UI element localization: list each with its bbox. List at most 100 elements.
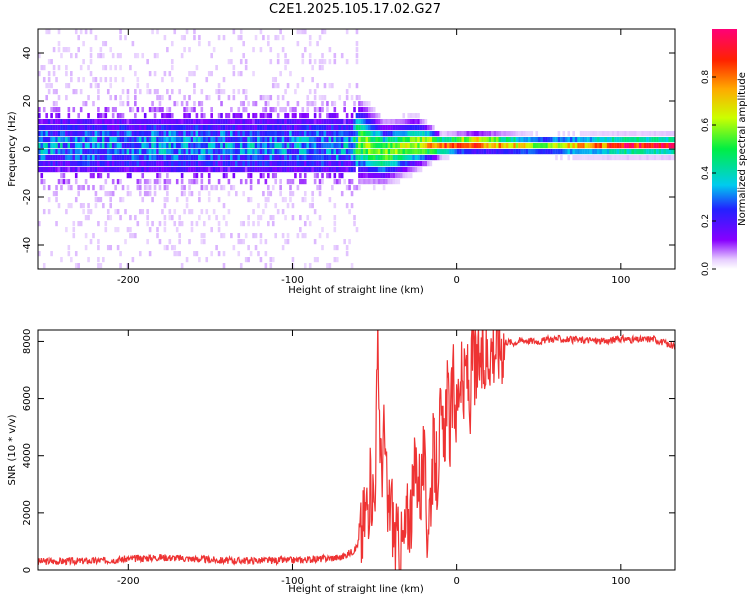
heatmap-cell [193, 251, 196, 257]
heatmap-cell [264, 197, 268, 203]
heatmap-cell [195, 149, 199, 155]
heatmap-cell [185, 77, 189, 83]
heatmap-cell [262, 125, 265, 131]
heatmap-cell [119, 65, 122, 71]
heatmap-cell [99, 131, 103, 137]
heatmap-cell [50, 119, 53, 125]
heatmap-cell [409, 119, 413, 125]
heatmap-cell [89, 239, 93, 245]
heatmap-cell [331, 185, 334, 191]
heatmap-cell [313, 209, 317, 215]
heatmap-cell [365, 137, 369, 143]
heatmap-cell [183, 143, 186, 149]
heatmap-cell [84, 179, 88, 185]
heatmap-cell [286, 149, 290, 155]
heatmap-cell [119, 161, 122, 167]
heatmap-cell [202, 161, 206, 167]
heatmap-cell [303, 125, 307, 131]
heatmap-cell [271, 119, 275, 125]
heatmap-cell [631, 155, 635, 161]
heatmap-cell [77, 263, 81, 269]
heatmap-cell [116, 53, 120, 59]
heatmap-cell [370, 119, 374, 125]
heatmap-cell [84, 233, 88, 239]
bottom-y-tick-label: 0 [22, 567, 33, 573]
heatmap-cell [409, 161, 413, 167]
heatmap-cell [340, 137, 344, 143]
heatmap-cell [205, 119, 209, 125]
heatmap-cell [247, 257, 250, 263]
heatmap-cell [486, 131, 489, 137]
heatmap-cell [427, 131, 430, 137]
heatmap-cell [656, 155, 659, 161]
heatmap-cell [38, 71, 41, 77]
heatmap-cell [323, 149, 327, 155]
heatmap-cell [129, 125, 132, 131]
heatmap-cell [296, 155, 300, 161]
heatmap-cell [129, 215, 132, 221]
heatmap-cell [217, 137, 221, 143]
heatmap-cell [114, 161, 117, 167]
heatmap-cell [286, 125, 290, 131]
heatmap-cell [284, 239, 287, 245]
heatmap-cell [92, 155, 95, 161]
heatmap-cell [279, 29, 282, 35]
heatmap-cell [97, 143, 100, 149]
heatmap-cell [138, 137, 142, 143]
heatmap-cell [52, 191, 56, 197]
heatmap-cell [481, 131, 484, 137]
heatmap-cell [616, 155, 620, 161]
heatmap-cell [360, 137, 364, 143]
heatmap-cell [385, 179, 388, 185]
heatmap-cell [178, 131, 181, 137]
heatmap-cell [434, 137, 438, 143]
heatmap-cell [153, 71, 157, 77]
heatmap-cell [328, 59, 332, 65]
heatmap-cell [380, 173, 383, 179]
heatmap-cell [70, 149, 73, 155]
heatmap-cell [79, 137, 83, 143]
heatmap-cell [296, 83, 300, 89]
heatmap-cell [227, 113, 231, 119]
heatmap-cell [134, 155, 137, 161]
heatmap-cell [235, 119, 238, 125]
heatmap-cell [456, 149, 460, 155]
heatmap-cell [259, 149, 263, 155]
heatmap-cell [237, 89, 241, 95]
heatmap-cell [328, 173, 332, 179]
heatmap-cell [65, 119, 68, 125]
heatmap-cell [284, 143, 287, 149]
heatmap-cell [126, 161, 130, 167]
heatmap-cell [264, 263, 268, 269]
heatmap-cell [567, 155, 571, 161]
heatmap-cell [47, 209, 51, 215]
heatmap-cell [202, 149, 206, 155]
heatmap-cell [210, 155, 213, 161]
heatmap-cell [629, 143, 632, 149]
heatmap-cell [569, 143, 573, 149]
heatmap-cell [202, 125, 206, 131]
heatmap-cell [557, 149, 561, 155]
heatmap-cell [308, 35, 312, 41]
heatmap-cell [237, 155, 241, 161]
heatmap-cell [87, 209, 90, 215]
heatmap-cell [99, 149, 103, 155]
heatmap-cell [296, 125, 300, 131]
heatmap-cell [183, 107, 186, 113]
heatmap-cell [170, 119, 174, 125]
heatmap-cell [409, 143, 413, 149]
heatmap-cell [286, 137, 290, 143]
heatmap-cell [348, 131, 351, 137]
heatmap-cell [62, 161, 66, 167]
heatmap-cell [94, 119, 98, 125]
heatmap-cell [146, 215, 149, 221]
heatmap-cell [129, 107, 132, 113]
heatmap-cell [50, 59, 53, 65]
heatmap-cell [102, 185, 105, 191]
heatmap-cell [70, 257, 73, 263]
heatmap-cell [50, 251, 53, 257]
heatmap-cell [161, 77, 164, 83]
heatmap-cell [119, 197, 122, 203]
heatmap-cell [308, 167, 312, 173]
heatmap-cell [111, 161, 115, 167]
